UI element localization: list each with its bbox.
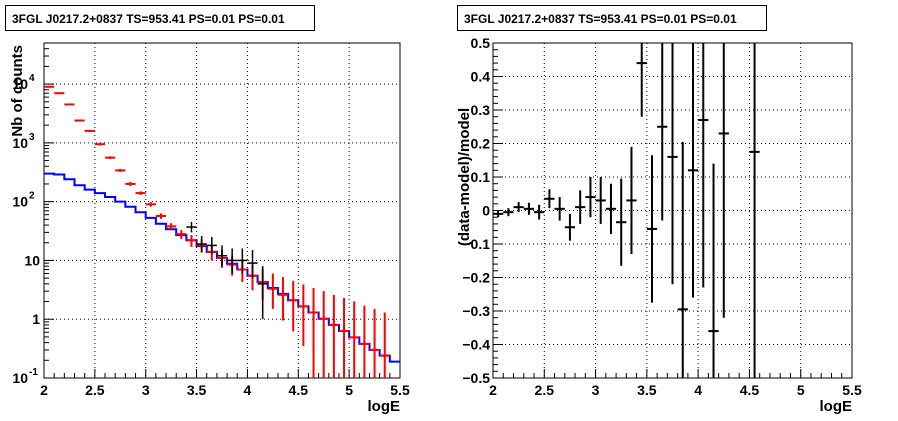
x-tick-label: 5.5 — [390, 382, 410, 398]
y-tick-label-exponent: -1 — [29, 367, 38, 378]
counts-chart-panel: 3FGL J0217.2+0837 TS=953.41 PS=0.01 PS=0… — [5, 5, 410, 415]
x-tick-label: 2.5 — [85, 382, 105, 398]
counts-chart-title: 3FGL J0217.2+0837 TS=953.41 PS=0.01 PS=0… — [5, 5, 315, 31]
residuals-chart-title: 3FGL J0217.2+0837 TS=953.41 PS=0.01 PS=0… — [457, 5, 767, 31]
y-tick-label: −0.5 — [462, 370, 490, 386]
x-tick-label: 3.5 — [637, 382, 657, 398]
y-tick-label: 0.1 — [471, 169, 491, 185]
y-tick-label: −0.3 — [462, 303, 490, 319]
x-tick-label: 4 — [694, 382, 702, 398]
x-tick-label: 4.5 — [289, 382, 309, 398]
plot-frame — [43, 42, 401, 379]
y-tick-label-exponent: 2 — [29, 191, 35, 202]
y-tick-label-exponent: 4 — [29, 73, 35, 84]
residuals-chart-panel: 3FGL J0217.2+0837 TS=953.41 PS=0.01 PS=0… — [449, 0, 898, 421]
x-tick-label: 3 — [142, 382, 150, 398]
x-tick-label: 5 — [797, 382, 805, 398]
y-tick-label: 0.5 — [471, 35, 491, 51]
y-tick-label: 10 — [12, 370, 28, 386]
y-tick-label: 10 — [12, 194, 28, 210]
y-tick-label: 0.2 — [471, 136, 491, 152]
x-tick-label: 3 — [592, 382, 600, 398]
x-tick-label: 2 — [489, 382, 497, 398]
y-tick-label: −0.2 — [462, 270, 490, 286]
y-axis-label: Nb of counts — [9, 45, 26, 137]
x-tick-label: 4 — [244, 382, 252, 398]
x-tick-label: 5.5 — [842, 382, 862, 398]
residuals-chart: 2 2.5 3 3.5 4 4.5 5 5.5 0.5 0.4 0.3 0.2 0.1 0 −0.1 −0.2… — [456, 35, 862, 415]
y-tick-label: 0.3 — [471, 102, 491, 118]
x-axis-label: logE — [820, 398, 853, 415]
y-tick-label: 0 — [482, 203, 490, 219]
y-tick-label: −0.4 — [462, 337, 490, 353]
x-tick-label: 2 — [40, 382, 48, 398]
x-tick-label: 4.5 — [740, 382, 760, 398]
y-tick-label: 10 — [24, 252, 40, 268]
x-tick-label: 5 — [345, 382, 353, 398]
y-tick-label-exponent: 3 — [29, 132, 35, 143]
y-axis-label: (data-model)/model — [456, 108, 473, 246]
x-tick-label: 3.5 — [187, 382, 207, 398]
y-tick-label: 0.4 — [471, 69, 491, 85]
y-tick-label: 1 — [32, 311, 40, 327]
x-tick-label: 2.5 — [535, 382, 555, 398]
y-tick-label: 10 — [12, 76, 28, 92]
y-tick-label: 10 — [12, 135, 28, 151]
x-axis-label: logE — [368, 398, 401, 415]
y-tick-label: −0.1 — [462, 236, 490, 252]
